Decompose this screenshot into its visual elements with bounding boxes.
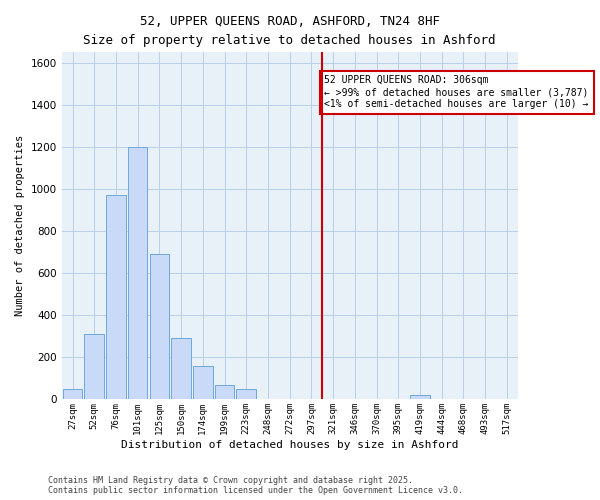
- Bar: [172, 338, 191, 400]
- Bar: [149, 254, 169, 400]
- Bar: [128, 147, 148, 400]
- Bar: [215, 384, 235, 400]
- Title: 52, UPPER QUEENS ROAD, ASHFORD, TN24 8HF
Size of property relative to detached h: 52, UPPER QUEENS ROAD, ASHFORD, TN24 8HF…: [83, 15, 496, 47]
- X-axis label: Distribution of detached houses by size in Ashford: Distribution of detached houses by size …: [121, 440, 458, 450]
- Y-axis label: Number of detached properties: Number of detached properties: [15, 135, 25, 316]
- Bar: [410, 395, 430, 400]
- Bar: [106, 196, 126, 400]
- Text: 52 UPPER QUEENS ROAD: 306sqm
← >99% of detached houses are smaller (3,787)
<1% o: 52 UPPER QUEENS ROAD: 306sqm ← >99% of d…: [325, 76, 589, 108]
- Bar: [236, 389, 256, 400]
- Text: Contains HM Land Registry data © Crown copyright and database right 2025.
Contai: Contains HM Land Registry data © Crown c…: [48, 476, 463, 495]
- Bar: [85, 334, 104, 400]
- Bar: [63, 389, 82, 400]
- Bar: [193, 366, 212, 400]
